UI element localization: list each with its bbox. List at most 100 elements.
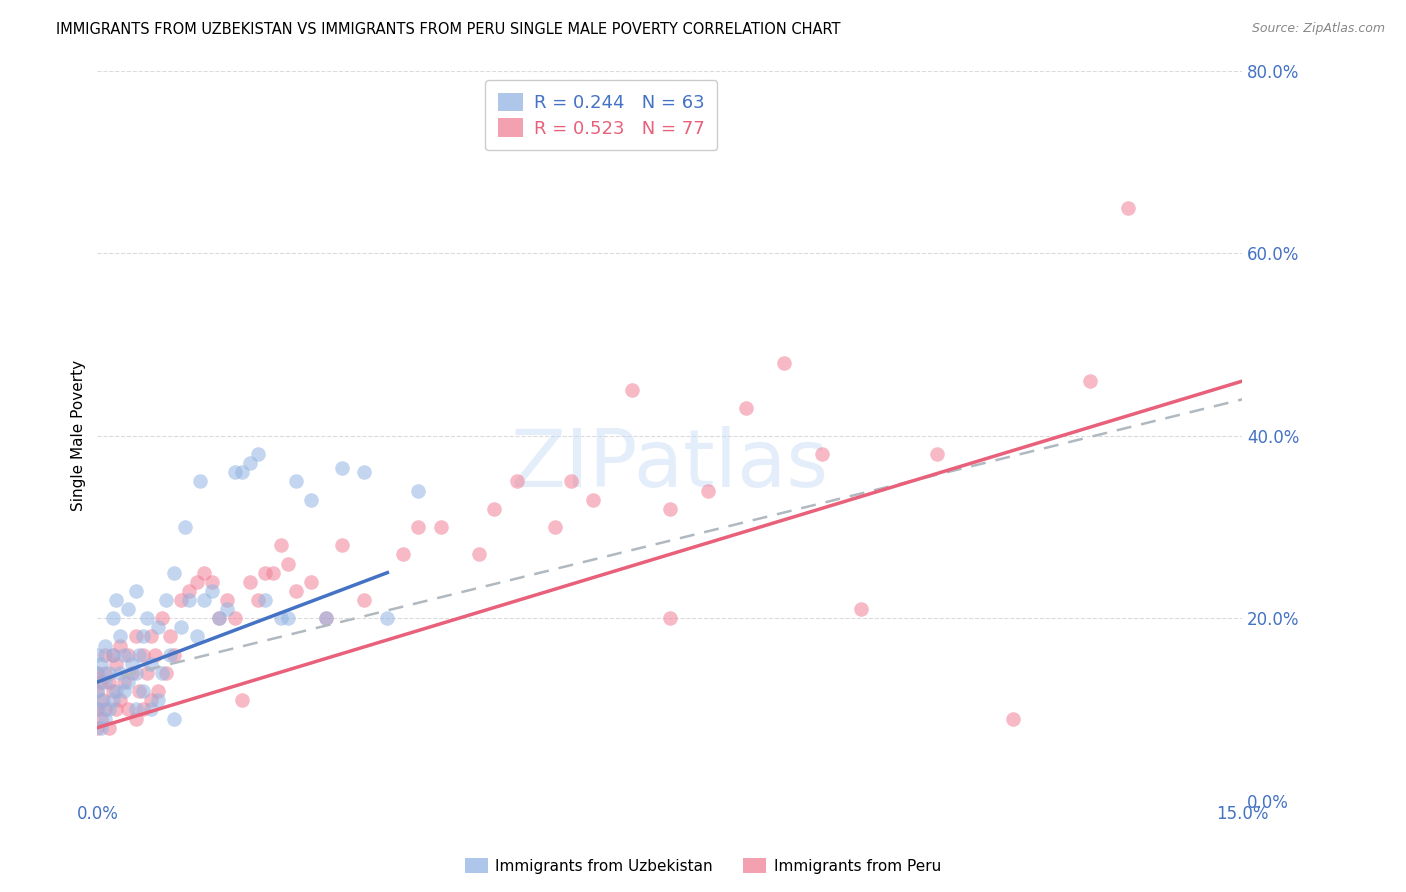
Point <box>110 639 132 653</box>
Point <box>697 483 720 498</box>
Point <box>1002 712 1025 726</box>
Point <box>1116 201 1139 215</box>
Point <box>110 665 132 680</box>
Point <box>231 693 253 707</box>
Point <box>90 712 112 726</box>
Point <box>124 712 146 726</box>
Point <box>208 611 231 625</box>
Point <box>224 466 246 480</box>
Point <box>124 702 146 716</box>
Legend: Immigrants from Uzbekistan, Immigrants from Peru: Immigrants from Uzbekistan, Immigrants f… <box>458 852 948 880</box>
Text: ZIPatlas: ZIPatlas <box>510 426 830 504</box>
Point <box>105 684 128 698</box>
Point <box>101 684 124 698</box>
Point <box>117 702 139 716</box>
Point <box>174 520 197 534</box>
Point <box>101 693 124 707</box>
Point <box>136 665 159 680</box>
Point <box>110 693 132 707</box>
Point <box>90 675 112 690</box>
Point <box>201 583 224 598</box>
Point <box>159 648 181 662</box>
Point <box>94 648 117 662</box>
Text: Source: ZipAtlas.com: Source: ZipAtlas.com <box>1251 22 1385 36</box>
Point <box>110 630 132 644</box>
Point <box>270 611 292 625</box>
Point <box>117 648 139 662</box>
Point <box>143 648 166 662</box>
Point <box>299 492 322 507</box>
Point <box>136 611 159 625</box>
Point <box>132 702 155 716</box>
Point <box>132 630 155 644</box>
Point <box>658 611 681 625</box>
Point <box>231 466 253 480</box>
Point <box>277 611 299 625</box>
Point <box>86 684 108 698</box>
Point <box>190 475 212 489</box>
Point <box>735 401 758 416</box>
Point <box>86 684 108 698</box>
Point <box>186 630 208 644</box>
Point <box>262 566 284 580</box>
Point <box>391 548 413 562</box>
Point <box>97 665 120 680</box>
Point <box>186 574 208 589</box>
Point <box>112 648 135 662</box>
Point <box>315 611 337 625</box>
Point <box>353 466 375 480</box>
Point <box>544 520 567 534</box>
Point <box>658 501 681 516</box>
Point <box>97 721 120 735</box>
Point <box>139 657 162 671</box>
Point <box>159 630 181 644</box>
Point <box>93 693 115 707</box>
Point <box>94 702 117 716</box>
Point <box>330 460 353 475</box>
Point <box>224 611 246 625</box>
Point <box>132 684 155 698</box>
Point <box>97 702 120 716</box>
Point <box>246 447 269 461</box>
Point <box>101 648 124 662</box>
Point <box>148 620 170 634</box>
Point <box>148 693 170 707</box>
Point <box>177 593 200 607</box>
Point <box>105 593 128 607</box>
Point <box>620 383 643 397</box>
Point <box>97 675 120 690</box>
Point <box>155 593 177 607</box>
Point <box>254 593 277 607</box>
Text: IMMIGRANTS FROM UZBEKISTAN VS IMMIGRANTS FROM PERU SINGLE MALE POVERTY CORRELATI: IMMIGRANTS FROM UZBEKISTAN VS IMMIGRANTS… <box>56 22 841 37</box>
Point <box>121 657 143 671</box>
Point <box>193 566 215 580</box>
Point <box>139 693 162 707</box>
Point <box>299 574 322 589</box>
Point <box>132 648 155 662</box>
Point <box>105 702 128 716</box>
Point <box>90 693 112 707</box>
Point <box>484 501 506 516</box>
Point <box>101 648 124 662</box>
Point <box>560 475 582 489</box>
Point <box>254 566 277 580</box>
Point <box>1078 374 1101 388</box>
Point <box>148 684 170 698</box>
Point <box>201 574 224 589</box>
Point <box>330 538 353 552</box>
Point <box>121 665 143 680</box>
Point <box>139 702 162 716</box>
Point <box>86 702 108 716</box>
Point <box>849 602 872 616</box>
Point <box>94 665 117 680</box>
Point <box>86 648 108 662</box>
Point <box>101 611 124 625</box>
Point <box>124 583 146 598</box>
Point <box>163 712 186 726</box>
Point <box>217 602 239 616</box>
Point <box>430 520 453 534</box>
Point <box>811 447 834 461</box>
Legend: R = 0.244   N = 63, R = 0.523   N = 77: R = 0.244 N = 63, R = 0.523 N = 77 <box>485 80 717 151</box>
Point <box>90 721 112 735</box>
Y-axis label: Single Male Poverty: Single Male Poverty <box>72 360 86 511</box>
